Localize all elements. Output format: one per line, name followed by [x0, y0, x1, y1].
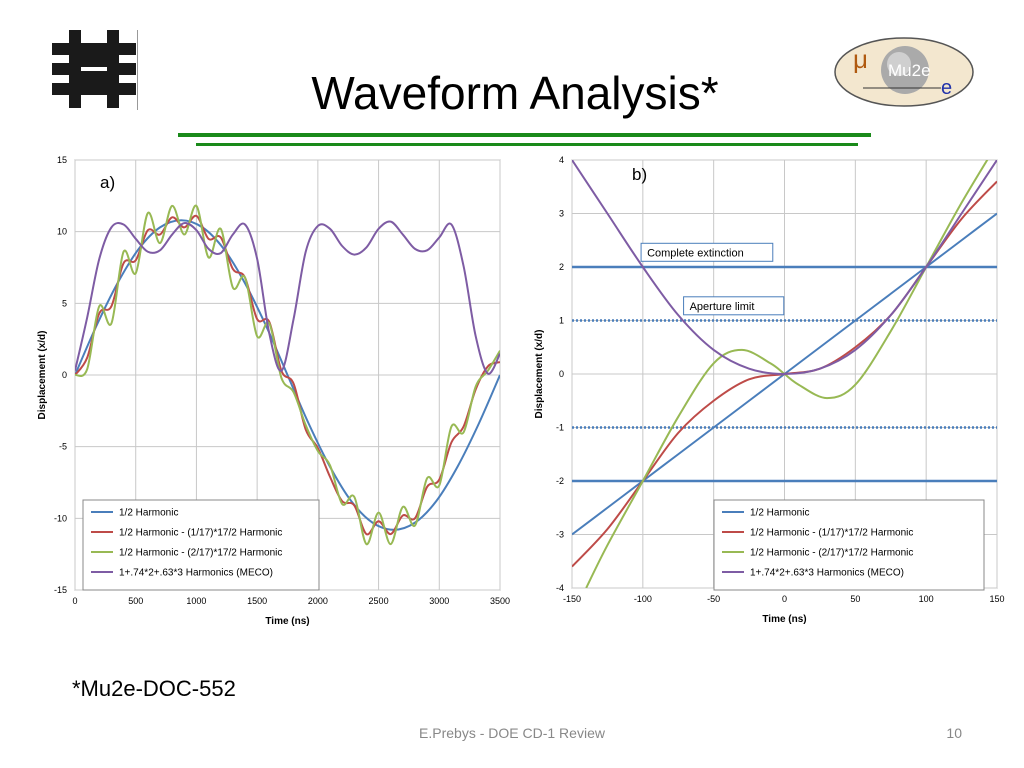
chart-b-legend-entry: 1/2 Harmonic	[750, 508, 809, 519]
chart-b-x-tick-label: 0	[782, 594, 787, 604]
fermilab-logo-icon	[52, 30, 136, 108]
title-underline-lower	[196, 143, 858, 146]
chart-b-series-group	[572, 160, 997, 588]
chart-a-series-line-2	[75, 214, 500, 536]
chart-a-x-tick-label: 0	[72, 596, 77, 606]
footnote: *Mu2e-DOC-552	[72, 676, 236, 701]
chart-b-y-tick-label: -4	[556, 583, 564, 593]
chart-a-y-tick-label: -15	[54, 585, 67, 595]
chart-a-y-tick-label: -5	[59, 442, 67, 452]
chart-b-y-tick-label: 3	[559, 209, 564, 219]
logo-text: Mu2e	[888, 61, 931, 80]
chart-b-legend	[713, 499, 985, 591]
chart-b-x-tick-label: -150	[563, 594, 581, 604]
chart-a-series-group	[75, 204, 500, 546]
title-underline-upper	[178, 133, 871, 137]
chart-b-legend-entry: 1/2 Harmonic - (1/17)*17/2 Harmonic	[750, 528, 913, 539]
logo-mu-glyph: μ	[853, 44, 868, 74]
chart-b-y-tick-label: -2	[556, 476, 564, 486]
chart-a-x-tick-label: 1000	[186, 596, 206, 606]
chart-b-y-tick-label: 1	[559, 316, 564, 326]
chart-b-series-line-4	[572, 160, 997, 376]
chart-b: -150 -100 -50 0 50 100 150 4 3 2 1 0 -1 -2 -3 -4 Time (n…	[534, 155, 1005, 625]
chart-b-y-axis-label: Displacement (x/d)	[534, 330, 545, 419]
logo-e-glyph: e	[941, 77, 952, 99]
footer-text: E.Prebys - DOE CD-1 Review	[419, 725, 605, 741]
chart-a-y-axis-label: Displacement (x/d)	[37, 331, 48, 420]
chart-a-series-line-4	[75, 220, 500, 375]
chart-a-y-tick-label: 15	[57, 155, 67, 165]
chart-a-panel-label: a)	[100, 173, 115, 192]
chart-a-x-tick-label: 3000	[429, 596, 449, 606]
chart-b-annotation-text: Complete extinction	[647, 247, 744, 259]
chart-a-x-tick-label: 1500	[247, 596, 267, 606]
chart-a-legend-entry: 1/2 Harmonic - (2/17)*17/2 Harmonic	[119, 548, 282, 559]
chart-b-y-tick-label: 2	[559, 262, 564, 272]
chart-a-series-line-1	[75, 219, 500, 531]
chart-b-x-tick-label: -50	[707, 594, 720, 604]
chart-b-annotation-box	[640, 242, 774, 262]
chart-b-annotation-box	[683, 296, 785, 316]
chart-a-legend-entry: 1+.74*2+.63*3 Harmonics (MECO)	[119, 568, 273, 579]
chart-a-x-tick-label: 3500	[490, 596, 510, 606]
chart-a-x-axis-label: Time (ns)	[265, 616, 309, 627]
chart-a-y-tick-label: 5	[62, 298, 67, 308]
chart-b-panel-label: b)	[632, 165, 647, 184]
logo-divider	[137, 30, 138, 110]
chart-a-x-tick-label: 2500	[369, 596, 389, 606]
chart-b-y-tick-label: -1	[556, 423, 564, 433]
chart-a-x-tick-label: 500	[128, 596, 143, 606]
chart-b-x-axis-label: Time (ns)	[762, 614, 806, 625]
chart-a-legend-entry: 1/2 Harmonic	[119, 508, 178, 519]
chart-b-x-tick-label: 100	[919, 594, 934, 604]
chart-a-y-tick-label: -10	[54, 513, 67, 523]
chart-b-y-tick-label: -3	[556, 530, 564, 540]
chart-b-annotation-text: Aperture limit	[690, 301, 755, 313]
chart-b-x-tick-label: -100	[634, 594, 652, 604]
chart-a-legend	[82, 499, 320, 591]
chart-b-y-tick-label: 0	[559, 369, 564, 379]
mu2e-logo-icon: μ Mu2e e	[834, 37, 974, 107]
chart-b-legend-entry: 1/2 Harmonic - (2/17)*17/2 Harmonic	[750, 548, 913, 559]
slide-number: 10	[946, 725, 962, 741]
chart-a: 0 500 1000 1500 2000 2500 3000 3500 15 10 5 0 -5 -10 -…	[37, 155, 510, 627]
chart-a-y-tick-label: 10	[57, 227, 67, 237]
chart-b-x-tick-label: 50	[850, 594, 860, 604]
chart-a-x-tick-label: 2000	[308, 596, 328, 606]
slide-title: Waveform Analysis*	[311, 67, 719, 119]
chart-b-y-tick-label: 4	[559, 155, 564, 165]
chart-a-y-tick-label: 0	[62, 370, 67, 380]
chart-a-series-line-3	[75, 204, 500, 546]
chart-b-legend-entry: 1+.74*2+.63*3 Harmonics (MECO)	[750, 568, 904, 579]
chart-b-x-tick-label: 150	[989, 594, 1004, 604]
chart-a-legend-entry: 1/2 Harmonic - (1/17)*17/2 Harmonic	[119, 528, 282, 539]
